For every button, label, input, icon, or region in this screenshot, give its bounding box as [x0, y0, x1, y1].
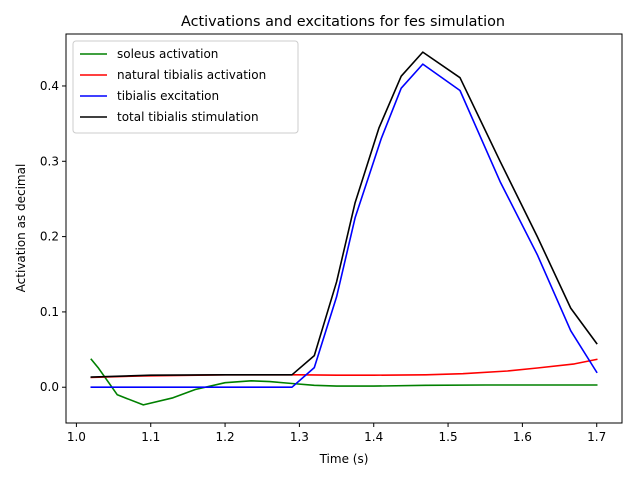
x-tick-label: 1.4: [364, 430, 383, 444]
series-line-2: [90, 63, 598, 389]
legend-label: natural tibialis activation: [117, 68, 266, 82]
x-axis-ticks: 1.0 1.1 1.2 1.3 1.4 1.5 1.6 1.7: [67, 423, 606, 444]
x-axis-label: Time (s): [319, 452, 369, 466]
y-tick-label: 0.1: [40, 305, 59, 319]
axes-frame: [65, 33, 623, 424]
x-tick-label: 1.3: [290, 430, 309, 444]
x-tick-label: 1.1: [141, 430, 160, 444]
legend: soleus activation natural tibialis activa…: [72, 40, 299, 134]
y-tick-label: 0.2: [40, 230, 59, 244]
legend-frame: [72, 40, 299, 134]
y-tick-label: 0.0: [40, 380, 59, 394]
plot-area: [90, 51, 598, 406]
x-tick-label: 1.7: [587, 430, 606, 444]
series-line-0: [90, 358, 598, 406]
y-axis-label: Activation as decimal: [14, 164, 28, 293]
y-tick-label: 0.4: [40, 79, 59, 93]
series-line-3: [90, 51, 598, 378]
legend-label: tibialis excitation: [117, 89, 219, 103]
x-tick-label: 1.2: [216, 430, 235, 444]
x-tick-label: 1.6: [513, 430, 532, 444]
chart-title: Activations and excitations for fes simu…: [181, 14, 505, 30]
legend-label: soleus activation: [117, 47, 218, 61]
legend-label: total tibialis stimulation: [117, 110, 259, 124]
x-tick-label: 1.0: [67, 430, 86, 444]
x-tick-label: 1.5: [439, 430, 458, 444]
y-tick-label: 0.3: [40, 154, 59, 168]
y-axis-ticks: 0.0 0.1 0.2 0.3 0.4: [40, 79, 66, 394]
